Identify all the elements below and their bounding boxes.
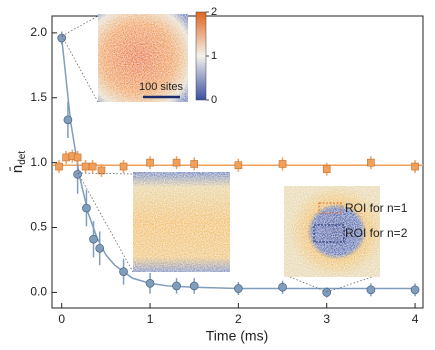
roi-box bbox=[313, 224, 345, 243]
marker bbox=[234, 161, 243, 170]
annotation: 100 sites bbox=[139, 81, 184, 93]
marker bbox=[82, 203, 91, 213]
marker bbox=[189, 281, 199, 291]
marker bbox=[322, 288, 332, 297]
marker bbox=[278, 160, 287, 168]
roi-box bbox=[318, 202, 342, 214]
marker bbox=[63, 115, 73, 125]
fit-line bbox=[60, 37, 416, 290]
marker bbox=[172, 281, 181, 291]
colorbar bbox=[195, 11, 207, 101]
colorbar-tick-label: 0 bbox=[211, 94, 217, 106]
marker bbox=[146, 158, 154, 167]
insets bbox=[61, 15, 373, 293]
marker bbox=[55, 162, 63, 171]
y-tick-label: 1.5 bbox=[30, 90, 47, 104]
inset-image bbox=[284, 186, 380, 277]
marker bbox=[172, 158, 181, 167]
inset-image bbox=[133, 172, 230, 272]
x-tick-label: 4 bbox=[412, 312, 419, 326]
annotation: ROI for n=2 bbox=[345, 226, 408, 240]
x-tick-label: 2 bbox=[235, 312, 242, 326]
marker bbox=[95, 243, 105, 253]
marker bbox=[73, 153, 82, 162]
marker bbox=[57, 33, 67, 43]
colorbar-tick-label: 2 bbox=[211, 6, 217, 18]
y-tick-label: 0.0 bbox=[30, 285, 47, 299]
y-tick-label: 2.0 bbox=[30, 25, 47, 39]
marker bbox=[119, 267, 128, 277]
x-tick-label: 1 bbox=[147, 312, 154, 326]
inset-image bbox=[98, 14, 188, 102]
marker bbox=[145, 278, 155, 288]
connector bbox=[61, 15, 99, 37]
colorbar-tick-label: 1 bbox=[211, 50, 217, 62]
y-axis-label: n̄det bbox=[9, 151, 28, 173]
y-label-sub: det bbox=[17, 151, 28, 165]
x-tick-label: 3 bbox=[323, 312, 330, 326]
connector bbox=[289, 276, 328, 293]
connector bbox=[77, 172, 134, 175]
connector bbox=[77, 172, 134, 273]
marker bbox=[278, 282, 287, 292]
connector bbox=[326, 276, 373, 293]
marker bbox=[88, 162, 97, 171]
marker bbox=[366, 285, 376, 295]
y-tick-label: 0.5 bbox=[30, 220, 47, 234]
marker bbox=[234, 284, 243, 293]
marker bbox=[411, 162, 419, 171]
marker bbox=[81, 162, 90, 171]
y-tick-label: 1.0 bbox=[30, 155, 47, 169]
marker bbox=[89, 234, 98, 244]
marker bbox=[97, 166, 106, 175]
marker bbox=[322, 165, 331, 173]
marker bbox=[410, 285, 420, 295]
marker bbox=[190, 160, 199, 168]
x-axis-label: Time (ms) bbox=[206, 328, 268, 344]
x-tick-label: 0 bbox=[58, 312, 65, 326]
plot-frame bbox=[51, 15, 424, 309]
marker bbox=[119, 162, 128, 171]
y-label-main: n̄ bbox=[9, 165, 26, 173]
annotation: ROI for n=1 bbox=[345, 201, 408, 215]
marker bbox=[367, 158, 375, 167]
